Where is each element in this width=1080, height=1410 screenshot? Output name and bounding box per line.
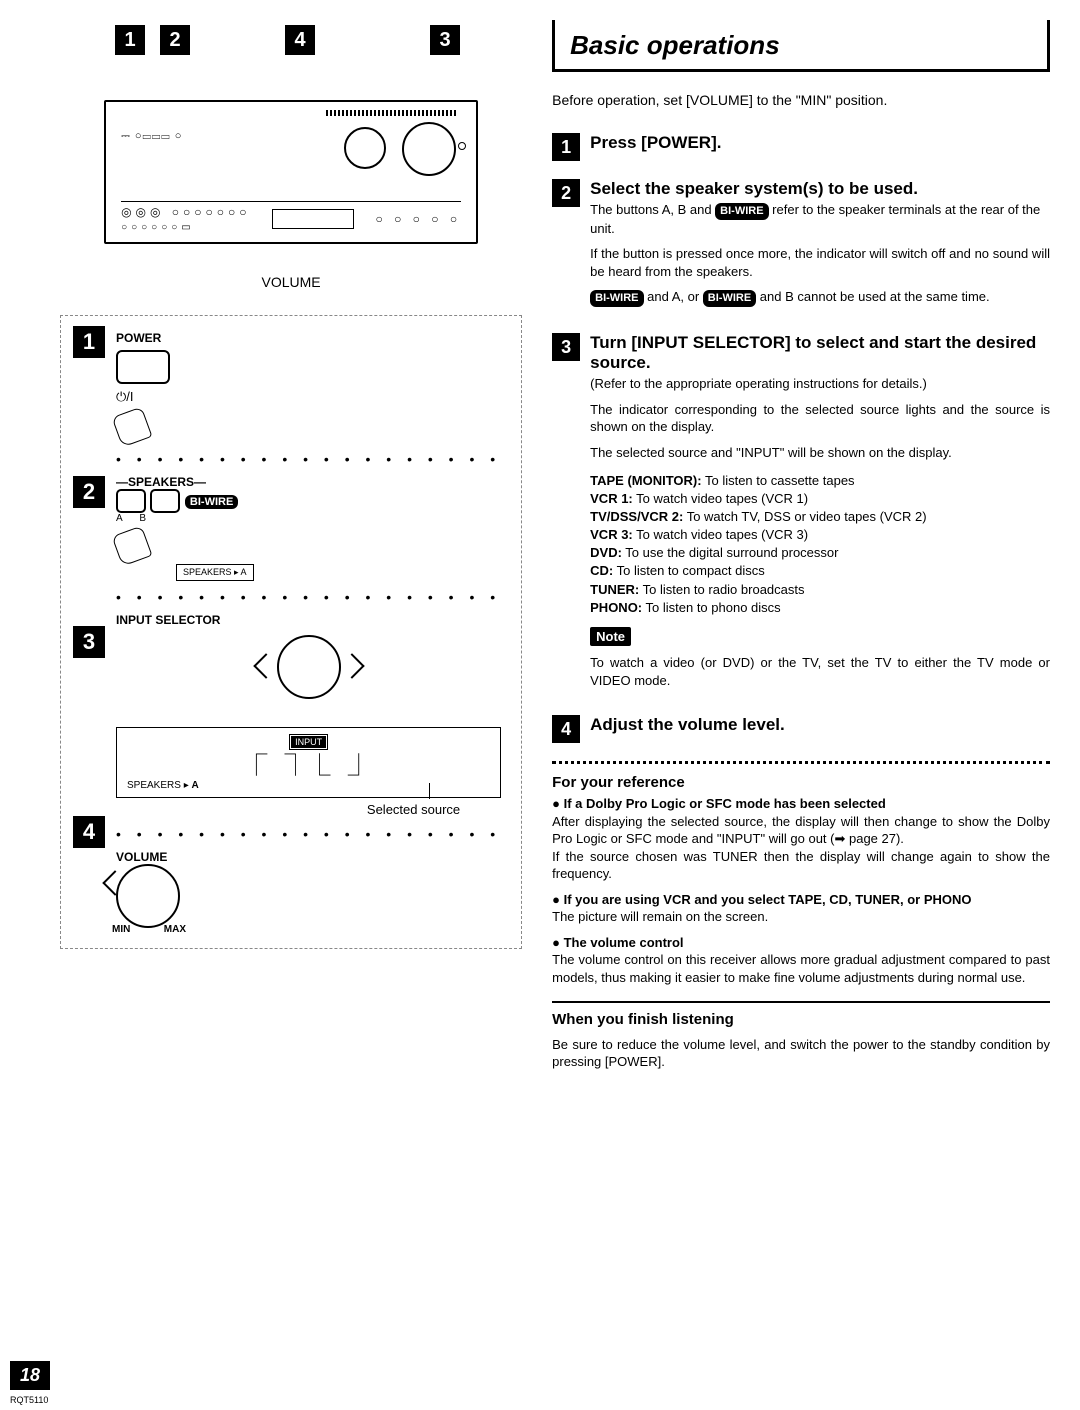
step-3-para2: The selected source and "INPUT" will be …	[590, 444, 1050, 462]
selected-source-label: Selected source	[367, 802, 460, 817]
step-4-num: 4	[552, 715, 580, 743]
ab-labels: A B	[116, 513, 501, 524]
input-selector-label: INPUT SELECTOR	[116, 613, 501, 627]
speakers-heading: —SPEAKERS—	[116, 475, 501, 489]
receiver-illustration: ⎓ ○▭▭▭ ○ ◎◎◎ ○○○○○○○○○○○○○▭ ○ ○ ○ ○ ○	[104, 100, 478, 244]
title-bar: Basic operations	[552, 20, 1050, 72]
volume-dial	[116, 864, 180, 928]
note-badge: Note	[590, 627, 631, 646]
speaker-buttons-row: BI-WIRE	[116, 489, 501, 513]
speaker-a-btn	[116, 489, 146, 513]
detail-num-1: 1	[73, 326, 105, 358]
step-1: 1 Press [POWER].	[552, 133, 1050, 161]
reference-item: If you are using VCR and you select TAPE…	[552, 891, 1050, 926]
pointer-line	[429, 783, 430, 799]
step-2-mid2: and B cannot be used at the same time.	[756, 289, 989, 304]
power-button-drawing	[116, 350, 170, 384]
step-4: 4 Adjust the volume level.	[552, 715, 1050, 743]
step-2-para1: If the button is pressed once more, the …	[590, 245, 1050, 280]
note-text: To watch a video (or DVD) or the TV, set…	[590, 654, 1050, 689]
step-2-sub-before: The buttons A, B and	[590, 202, 715, 217]
digital-readout: ⎾ ⏋⎿ ⏌	[127, 748, 490, 780]
biwire-inline-2b: BI-WIRE	[703, 290, 756, 307]
label-a: A	[116, 513, 123, 524]
speakers-label-text: SPEAKERS	[128, 475, 194, 489]
label-b: B	[139, 513, 146, 524]
volume-knob	[402, 122, 456, 176]
reference-item: If a Dolby Pro Logic or SFC mode has bee…	[552, 795, 1050, 883]
display-panel: INPUT ⎾ ⏋⎿ ⏌ SPEAKERS ▸ A Selected sourc…	[116, 727, 501, 798]
speakers-indicator: SPEAKERS ▸ A	[176, 564, 254, 581]
step-2-num: 2	[552, 179, 580, 207]
power-label: POWER	[116, 331, 501, 345]
source-item: VCR 1: To watch video tapes (VCR 1)	[590, 490, 1050, 508]
step-4-title: Adjust the volume level.	[590, 715, 1050, 735]
callout-2: 2	[160, 25, 190, 55]
detail-step-1: 1 POWER ⏻/I • • • • • • • • • • • • • • …	[60, 315, 522, 949]
step-2: 2 Select the speaker system(s) to be use…	[552, 179, 1050, 315]
dotted-separator: • • • • • • • • • • • • • • • • • • •	[116, 451, 501, 467]
biwire-inline-2a: BI-WIRE	[590, 290, 643, 307]
callout-1: 1	[115, 25, 145, 55]
volume-dial-wrap: MIN MAX	[116, 864, 180, 933]
biwire-inline-1: BI-WIRE	[715, 203, 768, 220]
volume-label-2: VOLUME	[116, 850, 501, 864]
step-1-num: 1	[552, 133, 580, 161]
source-item: DVD: To use the digital surround process…	[590, 544, 1050, 562]
hand-icon-2	[111, 525, 152, 566]
standby-symbol: ⏻/I	[116, 389, 501, 405]
detail-num-4: 4	[73, 816, 105, 848]
biwire-badge: BI-WIRE	[185, 495, 238, 509]
step-2-title: Select the speaker system(s) to be used.	[590, 179, 1050, 199]
step-2-sub: The buttons A, B and BI-WIRE refer to th…	[590, 201, 1050, 237]
dotted-separator-2: • • • • • • • • • • • • • • • • • • •	[116, 589, 501, 605]
detail-num-2: 2	[73, 476, 105, 508]
reference-items: If a Dolby Pro Logic or SFC mode has bee…	[552, 795, 1050, 986]
left-diagram-column: 1 2 4 3 ⎓ ○▭▭▭ ○ ◎◎◎ ○○○○○○○○○○○○○▭ ○ ○ …	[0, 0, 542, 1410]
speaker-b-btn	[150, 489, 180, 513]
page-code: RQT5110	[10, 1395, 48, 1405]
reference-heading: For your reference	[552, 774, 1050, 791]
max-label: MAX	[164, 924, 186, 935]
dotted-hr	[552, 761, 1050, 764]
step-3-para1: The indicator corresponding to the selec…	[590, 401, 1050, 436]
page-number: 18	[10, 1361, 50, 1390]
step-3-num: 3	[552, 333, 580, 361]
step-3: 3 Turn [INPUT SELECTOR] to select and st…	[552, 333, 1050, 697]
intro-text: Before operation, set [VOLUME] to the "M…	[552, 92, 1050, 108]
source-item: CD: To listen to compact discs	[590, 562, 1050, 580]
source-item: VCR 3: To watch video tapes (VCR 3)	[590, 526, 1050, 544]
input-badge: INPUT	[290, 735, 327, 749]
step-3-title: Turn [INPUT SELECTOR] to select and star…	[590, 333, 1050, 373]
page-title: Basic operations	[570, 30, 780, 60]
step-3-sub: (Refer to the appropriate operating inst…	[590, 375, 1050, 393]
receiver-display-strip	[326, 110, 456, 116]
input-dial	[277, 635, 341, 704]
callout-3: 3	[430, 25, 460, 55]
source-item: PHONO: To listen to phono discs	[590, 599, 1050, 617]
detail-num-3: 3	[73, 626, 105, 658]
source-list: TAPE (MONITOR): To listen to cassette ta…	[590, 472, 1050, 618]
hand-icon	[111, 406, 152, 447]
speakers-ind-small: SPEAKERS ▸ A	[127, 780, 490, 791]
dotted-separator-3: • • • • • • • • • • • • • • • • • • •	[116, 826, 501, 842]
step-1-title: Press [POWER].	[590, 133, 1050, 153]
reference-item: The volume controlThe volume control on …	[552, 934, 1050, 987]
callout-4: 4	[285, 25, 315, 55]
receiver-bottom-row: ◎◎◎ ○○○○○○○○○○○○○▭ ○ ○ ○ ○ ○	[121, 201, 461, 232]
source-item: TV/DSS/VCR 2: To watch TV, DSS or video …	[590, 508, 1050, 526]
source-item: TUNER: To listen to radio broadcasts	[590, 581, 1050, 599]
step-2-mid1: and A, or	[644, 289, 703, 304]
source-item: TAPE (MONITOR): To listen to cassette ta…	[590, 472, 1050, 490]
receiver-top-buttons: ⎓ ○▭▭▭ ○	[121, 130, 182, 143]
finish-body: Be sure to reduce the volume level, and …	[552, 1036, 1050, 1071]
min-label: MIN	[112, 924, 130, 935]
finish-heading: When you finish listening	[552, 1001, 1050, 1028]
volume-label: VOLUME	[60, 274, 522, 290]
input-knob	[344, 127, 386, 169]
step-2-para2: BI-WIRE and A, or BI-WIRE and B cannot b…	[590, 288, 1050, 307]
right-text-column: Basic operations Before operation, set […	[542, 0, 1080, 1410]
